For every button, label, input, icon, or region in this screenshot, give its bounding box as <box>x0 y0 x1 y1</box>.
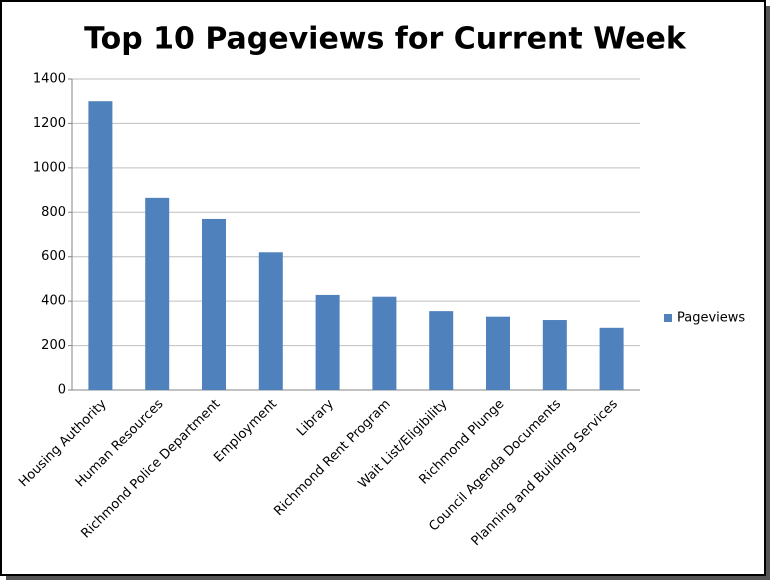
bar <box>88 101 113 390</box>
bar <box>486 316 510 390</box>
bar <box>372 296 397 390</box>
y-tick-label: 400 <box>41 294 66 309</box>
legend-label: Pageviews <box>677 311 745 326</box>
bar <box>145 197 170 390</box>
y-tick-label: 1200 <box>33 116 66 131</box>
bar <box>315 294 340 390</box>
legend-swatch <box>664 314 672 322</box>
chart-title: Top 10 Pageviews for Current Week <box>84 22 687 57</box>
bar <box>429 311 454 390</box>
frame-shadow <box>766 6 770 580</box>
y-tick-label: 1400 <box>33 72 66 87</box>
y-tick-label: 600 <box>41 249 66 264</box>
bar <box>258 252 283 390</box>
bar <box>599 327 624 390</box>
y-tick-label: 0 <box>58 383 66 398</box>
y-tick-label: 800 <box>41 205 66 220</box>
y-tick-label: 200 <box>41 338 66 353</box>
frame-shadow <box>6 576 770 580</box>
bar <box>542 320 567 390</box>
bar <box>202 218 226 390</box>
y-tick-label: 1000 <box>33 160 66 175</box>
